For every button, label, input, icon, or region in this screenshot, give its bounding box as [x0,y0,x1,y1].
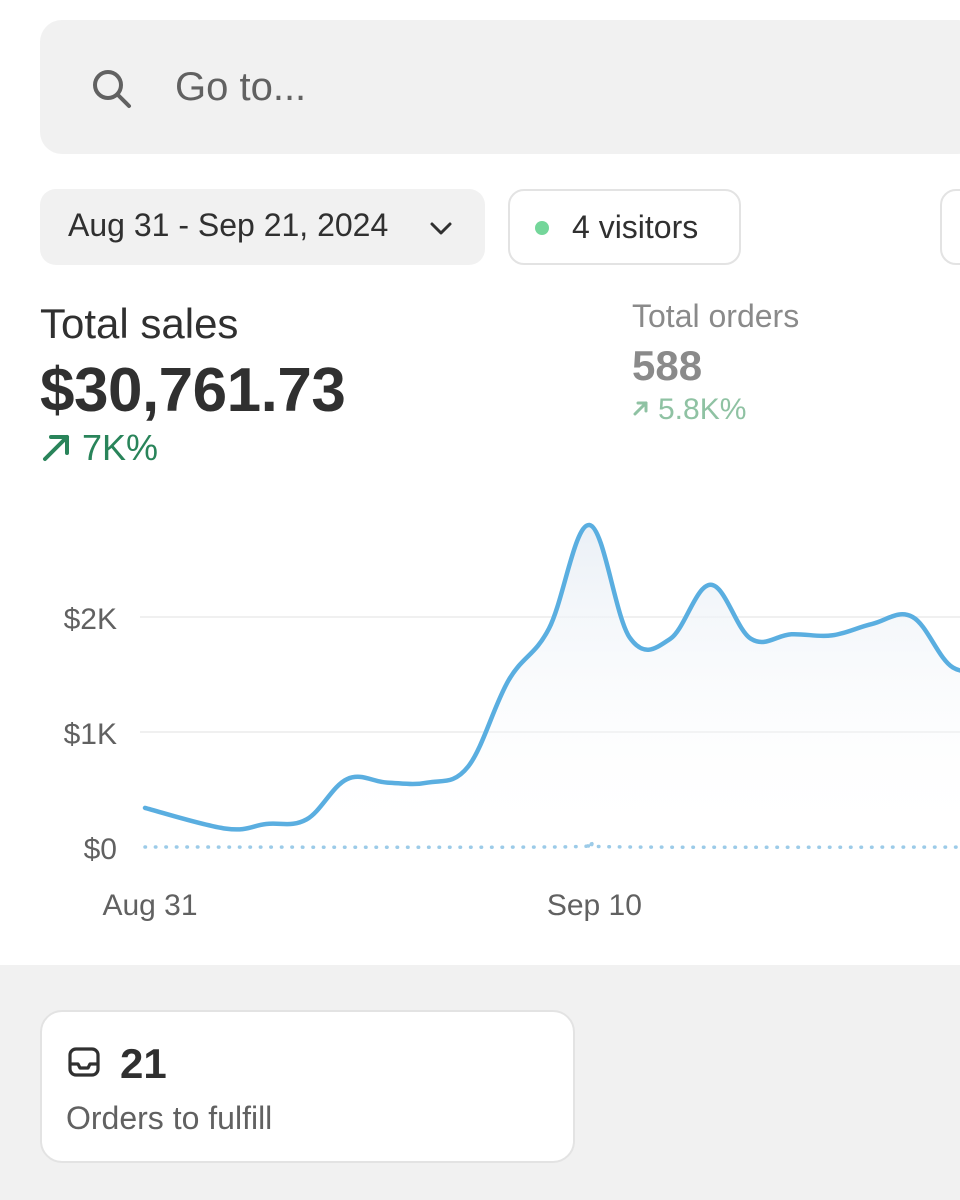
total-sales-change: 7K% [40,427,158,469]
visitors-label: 4 visitors [572,209,699,245]
comparison-series-line [143,841,960,850]
orders-to-fulfill-card[interactable]: 21 Orders to fulfill [40,1010,575,1163]
search-input[interactable]: Go to... [175,65,307,109]
filter-pill-cutoff[interactable] [940,189,960,265]
sales-chart[interactable]: $0 $1K $2K Aug 31 Sep 10 [0,480,960,950]
data-point[interactable] [586,522,592,528]
total-sales-change-value: 7K% [82,427,159,468]
x-tick-label: Aug 31 [102,889,197,922]
data-point[interactable] [950,665,956,671]
date-range-label: Aug 31 - Sep 21, 2024 [68,207,389,243]
x-tick-label: Sep 10 [547,889,642,922]
data-point[interactable] [829,632,835,638]
bottom-section: 21 Orders to fulfill [0,965,960,1200]
data-point[interactable] [384,780,390,786]
total-orders-change: 5.8K% [632,393,746,427]
total-orders-title[interactable]: Total orders [632,298,800,334]
arrow-up-right-icon [633,401,648,416]
data-point[interactable] [910,614,916,620]
arrow-up-right-icon [43,435,69,461]
data-point[interactable] [425,780,431,786]
data-point[interactable] [748,636,754,642]
data-point[interactable] [465,764,471,770]
data-point[interactable] [869,621,875,627]
orders-to-fulfill-label: Orders to fulfill [66,1100,273,1136]
search-icon [93,70,131,108]
y-tick-label: $1K [64,718,117,751]
data-point[interactable] [546,626,552,632]
data-point[interactable] [344,776,350,782]
data-point[interactable] [667,636,673,642]
data-point[interactable] [788,631,794,637]
data-point[interactable] [223,826,229,832]
total-sales-title[interactable]: Total sales [40,300,239,347]
sales-series-line [142,522,960,832]
date-range-picker[interactable]: Aug 31 - Sep 21, 2024 [40,189,485,265]
total-orders-change-value: 5.8K% [658,393,747,426]
live-visitors-button[interactable]: 4 visitors [508,189,741,265]
data-point[interactable] [506,677,512,683]
y-tick-label: $0 [84,833,117,866]
inbox-icon [68,1047,100,1077]
live-status-dot [535,221,549,235]
y-tick-label: $2K [64,603,117,636]
total-sales-value: $30,761.73 [40,356,346,425]
data-point[interactable] [708,582,714,588]
orders-to-fulfill-count: 21 [120,1040,167,1087]
total-orders-value: 588 [632,342,703,389]
search-bar[interactable]: Go to... [40,20,960,154]
data-point[interactable] [627,635,633,641]
data-point[interactable] [142,805,148,811]
sales-series-area [145,524,960,847]
data-point[interactable] [263,821,269,827]
data-point[interactable] [304,816,310,822]
chevron-down-icon [430,222,452,235]
